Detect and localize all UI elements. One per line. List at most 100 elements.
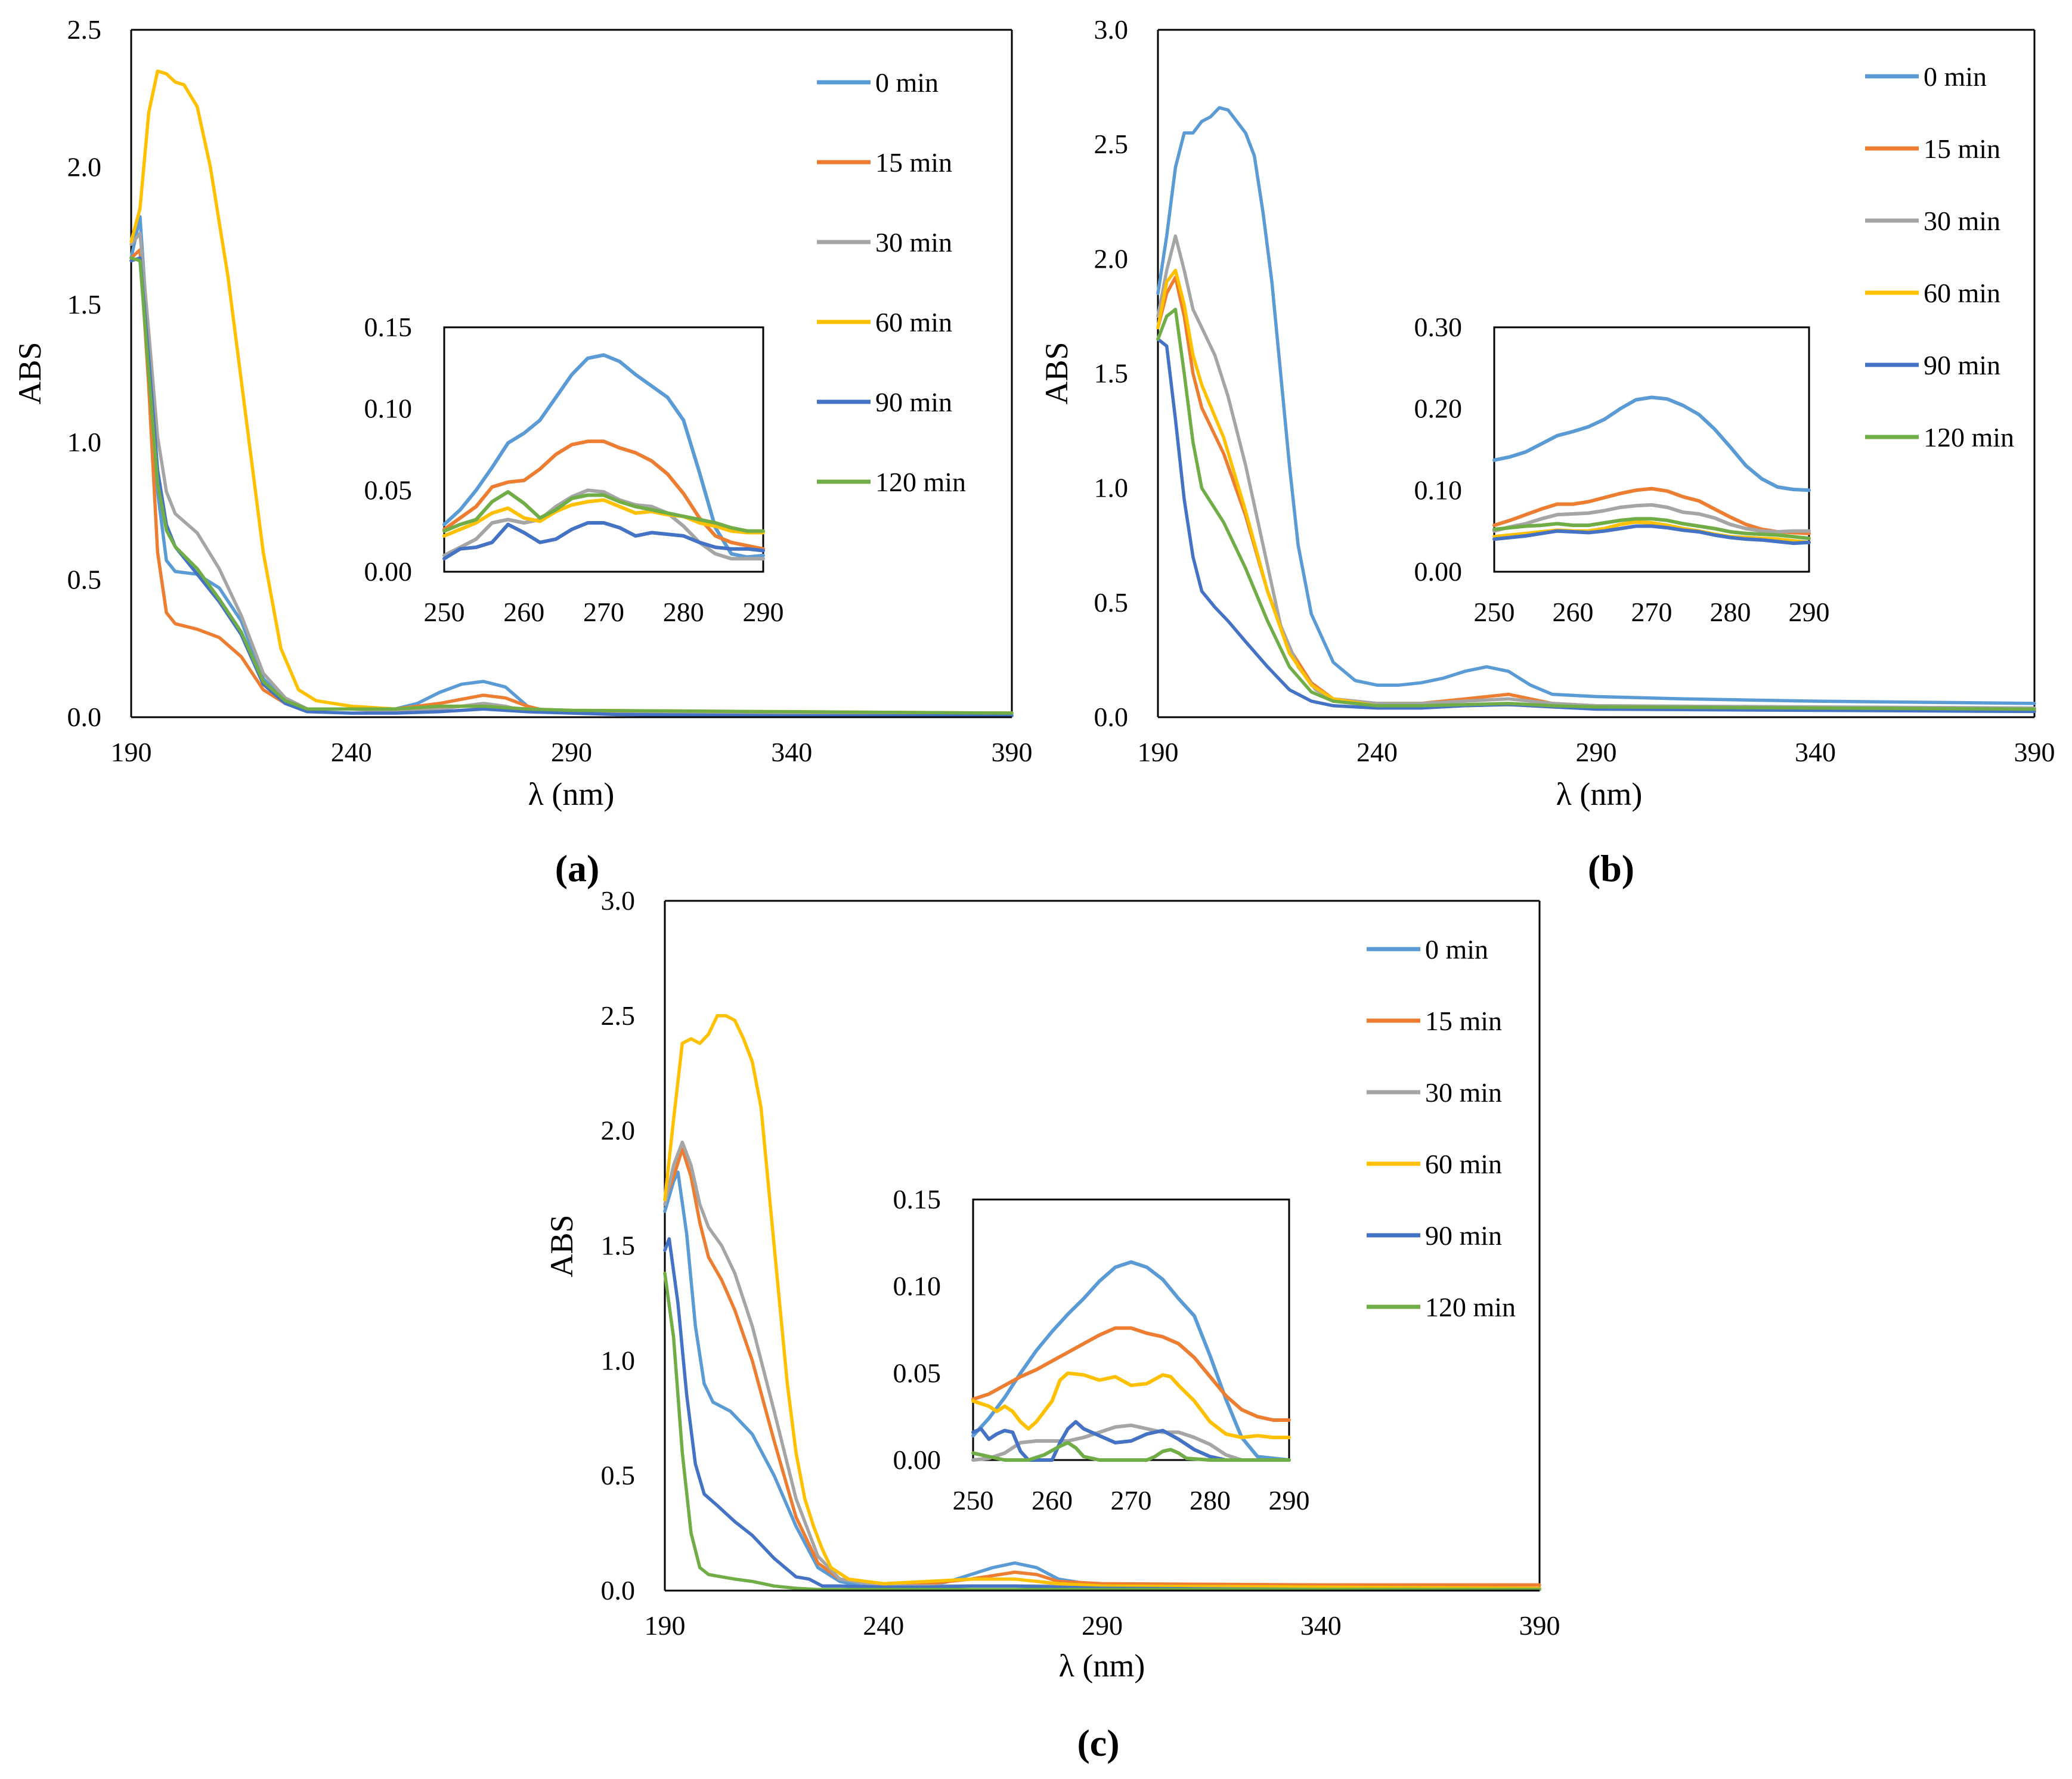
series-line-60-min xyxy=(663,1014,1541,1590)
legend-label: 0 min xyxy=(1425,934,1488,965)
x-tick-label: 240 xyxy=(331,737,372,767)
inset-y-tick-label: 0.00 xyxy=(364,556,413,587)
legend-label: 30 min xyxy=(1425,1077,1502,1108)
panel-b-series xyxy=(1156,106,2036,714)
y-tick-label: 1.5 xyxy=(601,1231,636,1261)
panel-a-inset: 0.00 0.05 0.10 0.15 250 260 270 280 290 xyxy=(364,312,784,627)
panel-b-y-axis-label: ABS xyxy=(1039,342,1074,404)
inset-x-tick-label: 290 xyxy=(1789,597,1830,627)
inset-series-line-120-min xyxy=(442,490,765,533)
panel-b-label: (b) xyxy=(1588,847,1634,890)
inset-y-tick-label: 0.05 xyxy=(364,475,413,505)
inset-y-tick-label: 0.20 xyxy=(1414,393,1463,424)
x-tick-label: 390 xyxy=(1519,1610,1560,1641)
panel-b-chart: 0.0 0.5 1.0 1.5 2.0 2.5 3.0 190 240 290 340 390 0.… xyxy=(1039,14,2055,890)
panel-b-y-ticks: 0.0 0.5 1.0 1.5 2.0 2.5 3.0 xyxy=(1094,14,1129,732)
inset-x-tick-label: 250 xyxy=(424,597,465,627)
y-tick-label: 0.0 xyxy=(1094,702,1129,732)
x-tick-label: 290 xyxy=(1576,737,1617,767)
inset-x-tick-label: 270 xyxy=(1111,1485,1152,1515)
y-tick-label: 0.0 xyxy=(67,702,102,732)
inset-y-tick-label: 0.10 xyxy=(1414,475,1463,505)
panel-c-inset-series xyxy=(971,1260,1291,1462)
inset-y-tick-label: 0.15 xyxy=(893,1184,941,1214)
panel-a-chart: 0.00.51.01.52.02.5 190 240 290 340 390 0.000… xyxy=(12,14,1033,890)
inset-y-tick-label: 0.00 xyxy=(1414,556,1463,587)
y-tick-label: 2.5 xyxy=(1094,129,1129,159)
inset-series-line-30-min xyxy=(442,488,765,561)
series-line-15-min xyxy=(663,1147,1541,1587)
inset-y-tick-label: 0.00 xyxy=(893,1445,941,1475)
inset-series-line-15-min xyxy=(1492,486,1811,535)
inset-y-tick-label: 0.05 xyxy=(893,1358,941,1388)
inset-y-tick-label: 0.10 xyxy=(893,1271,941,1301)
legend-label: 30 min xyxy=(875,227,952,258)
panel-b-inset: 0.00 0.10 0.20 0.30 250 260 270 280 290 xyxy=(1414,312,1830,627)
panel-c-series xyxy=(663,1014,1541,1591)
y-tick-label: 0.5 xyxy=(601,1460,636,1490)
inset-x-tick-label: 290 xyxy=(743,597,784,627)
legend-label: 60 min xyxy=(1924,278,2000,308)
x-tick-label: 290 xyxy=(551,737,592,767)
panel-c-y-ticks: 0.0 0.5 1.0 1.5 2.0 2.5 3.0 xyxy=(601,885,636,1606)
inset-x-tick-label: 250 xyxy=(1474,597,1515,627)
x-tick-label: 240 xyxy=(863,1610,904,1641)
panel-c-x-ticks: 190 240 290 340 390 xyxy=(645,1610,1560,1641)
series-line-0-min xyxy=(663,1170,1541,1590)
inset-series-line-120-min xyxy=(1492,517,1811,540)
y-tick-label: 0.0 xyxy=(601,1575,636,1606)
legend-label: 30 min xyxy=(1924,206,2000,236)
inset-y-tick-label: 0.10 xyxy=(364,393,413,424)
legend-label: 90 min xyxy=(875,387,952,417)
x-tick-label: 190 xyxy=(1138,737,1179,767)
y-tick-label: 3.0 xyxy=(1094,14,1129,45)
x-tick-label: 340 xyxy=(1795,737,1836,767)
panel-a-inset-series xyxy=(442,353,765,561)
inset-x-tick-label: 260 xyxy=(503,597,544,627)
inset-x-tick-label: 250 xyxy=(953,1485,994,1515)
legend-label: 120 min xyxy=(1924,422,2014,453)
legend-label: 0 min xyxy=(1924,61,1987,92)
inset-series-line-60-min xyxy=(971,1371,1291,1440)
inset-x-tick-label: 280 xyxy=(663,597,704,627)
y-tick-label: 2.5 xyxy=(601,1000,636,1031)
panel-a-x-ticks: 190 240 290 340 390 xyxy=(111,737,1033,767)
panel-b-legend: 0 min 15 min 30 min 60 min 90 min 120 min xyxy=(1865,61,2014,453)
panel-b-inset-y-ticks: 0.00 0.10 0.20 0.30 xyxy=(1414,312,1463,587)
inset-series-line-30-min xyxy=(1492,503,1811,534)
legend-label: 90 min xyxy=(1425,1220,1502,1251)
inset-series-line-0-min xyxy=(442,353,765,559)
inset-series-line-0-min xyxy=(971,1260,1291,1462)
legend-label: 120 min xyxy=(875,467,966,497)
panel-a-inset-y-ticks: 0.00 0.05 0.10 0.15 xyxy=(364,312,413,587)
panel-a-inset-x-ticks: 250 260 270 280 290 xyxy=(424,597,784,627)
panel-a-y-axis-label: ABS xyxy=(12,342,48,404)
panel-a-y-ticks: 0.0 0.5 1.0 1.5 2.0 2.5 xyxy=(67,14,102,732)
legend-label: 15 min xyxy=(1924,134,2000,164)
panel-c-inset-y-ticks: 0.00 0.05 0.10 0.15 xyxy=(893,1184,941,1475)
legend-label: 120 min xyxy=(1425,1292,1516,1322)
legend-label: 90 min xyxy=(1924,350,2000,380)
y-tick-label: 0.5 xyxy=(67,564,102,594)
legend-label: 60 min xyxy=(1425,1149,1502,1179)
inset-x-tick-label: 280 xyxy=(1190,1485,1231,1515)
x-tick-label: 240 xyxy=(1356,737,1398,767)
series-line-120-min xyxy=(663,1272,1541,1591)
panel-b-x-ticks: 190 240 290 340 390 xyxy=(1138,737,2055,767)
panel-c-x-axis-label: λ (nm) xyxy=(1059,1648,1145,1684)
x-tick-label: 340 xyxy=(771,737,812,767)
y-tick-label: 2.5 xyxy=(67,14,102,45)
legend-label: 60 min xyxy=(875,307,952,337)
legend-label: 15 min xyxy=(875,147,952,178)
inset-x-tick-label: 270 xyxy=(1631,597,1673,627)
panel-b-inset-series xyxy=(1492,395,1811,546)
legend-label: 0 min xyxy=(875,67,939,98)
inset-series-line-60-min xyxy=(442,498,765,538)
panel-c-chart: 0.0 0.5 1.0 1.5 2.0 2.5 3.0 190 240 290 340 390 0.… xyxy=(544,885,1560,1764)
panel-c-inset: 0.00 0.05 0.10 0.15 250 260 270 280 290 xyxy=(893,1184,1310,1515)
y-tick-label: 2.0 xyxy=(1094,243,1129,274)
y-tick-label: 1.0 xyxy=(1094,473,1129,503)
inset-series-line-0-min xyxy=(1492,395,1811,492)
y-tick-label: 2.0 xyxy=(601,1115,636,1146)
